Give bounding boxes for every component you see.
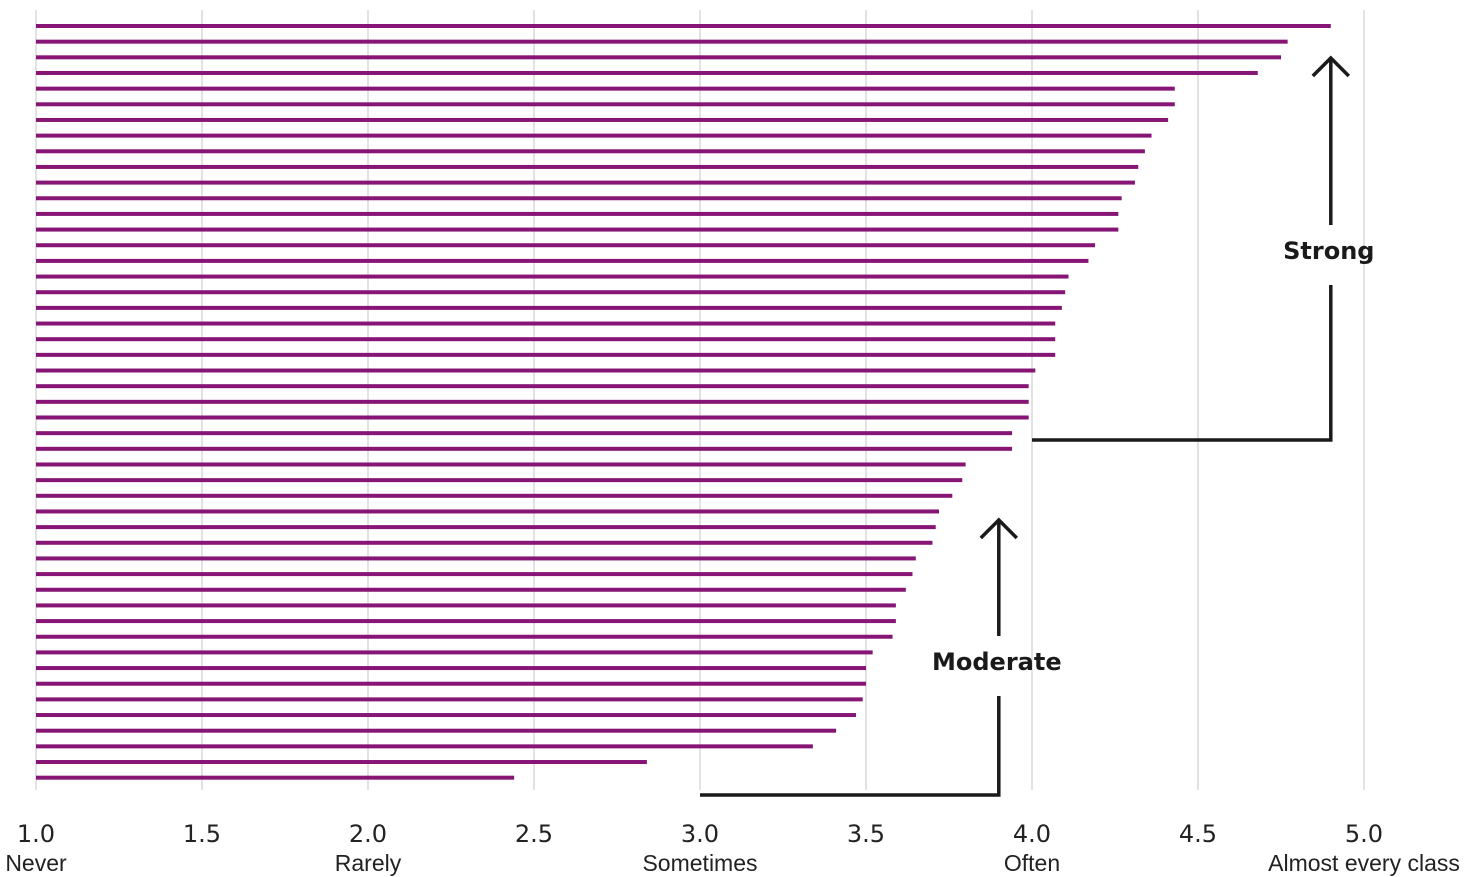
- bar: [36, 697, 863, 701]
- x-tick-label: 3.0: [681, 820, 719, 848]
- bar: [36, 494, 952, 498]
- bar: [36, 650, 873, 654]
- bar: [36, 290, 1065, 294]
- bar: [36, 55, 1281, 59]
- bar: [36, 102, 1175, 106]
- bar: [36, 776, 514, 780]
- bar: [36, 431, 1012, 435]
- bars: [36, 24, 1331, 780]
- bar: [36, 71, 1258, 75]
- x-tick-descriptor: Often: [1004, 850, 1060, 876]
- bar: [36, 212, 1118, 216]
- bar: [36, 384, 1029, 388]
- x-tick-label: 1.5: [183, 820, 221, 848]
- bar: [36, 619, 896, 623]
- x-tick-descriptor: Almost every class: [1268, 850, 1460, 876]
- bar: [36, 196, 1122, 200]
- bar: [36, 462, 966, 466]
- bar: [36, 447, 1012, 451]
- bar: [36, 243, 1095, 247]
- bar: [36, 509, 939, 513]
- bar: [36, 603, 896, 607]
- bar: [36, 165, 1138, 169]
- bar: [36, 588, 906, 592]
- bar: [36, 416, 1029, 420]
- bar: [36, 400, 1029, 404]
- annotation-bracket: [1032, 285, 1331, 440]
- x-tick-label: 3.5: [847, 820, 885, 848]
- bar: [36, 541, 932, 545]
- bar: [36, 337, 1055, 341]
- bar: [36, 118, 1168, 122]
- bar: [36, 478, 962, 482]
- x-tick-descriptor: Never: [5, 850, 67, 876]
- bar: [36, 682, 866, 686]
- x-tick-label: 4.5: [1179, 820, 1217, 848]
- bar: [36, 666, 866, 670]
- bar: [36, 24, 1331, 28]
- bar: [36, 744, 813, 748]
- bar: [36, 306, 1062, 310]
- bar: [36, 275, 1069, 279]
- bar: [36, 713, 856, 717]
- x-tick-descriptor: Sometimes: [642, 850, 757, 876]
- bar: [36, 353, 1055, 357]
- bar: [36, 40, 1288, 44]
- bar: [36, 635, 893, 639]
- bar: [36, 181, 1135, 185]
- bar: [36, 572, 912, 576]
- bar: [36, 369, 1035, 373]
- bar: [36, 134, 1152, 138]
- x-tick-label: 5.0: [1345, 820, 1383, 848]
- annotation-label: Moderate: [932, 648, 1062, 676]
- x-axis: 1.0 1.5 2.0 2.5 3.0 3.5 4.0 4.5 5.0 Never Rarely So…: [5, 820, 1460, 876]
- bar: [36, 525, 936, 529]
- x-tick-label: 2.0: [349, 820, 387, 848]
- bar: [36, 729, 836, 733]
- bar: [36, 87, 1175, 91]
- bar: [36, 760, 647, 764]
- x-tick-label: 1.0: [17, 820, 55, 848]
- bar: [36, 228, 1118, 232]
- bar: [36, 322, 1055, 326]
- bar: [36, 149, 1145, 153]
- bar: [36, 556, 916, 560]
- annotation-label: Strong: [1283, 237, 1374, 265]
- x-tick-label: 2.5: [515, 820, 553, 848]
- x-tick-label: 4.0: [1013, 820, 1051, 848]
- bar: [36, 259, 1088, 263]
- x-tick-descriptor: Rarely: [335, 850, 402, 876]
